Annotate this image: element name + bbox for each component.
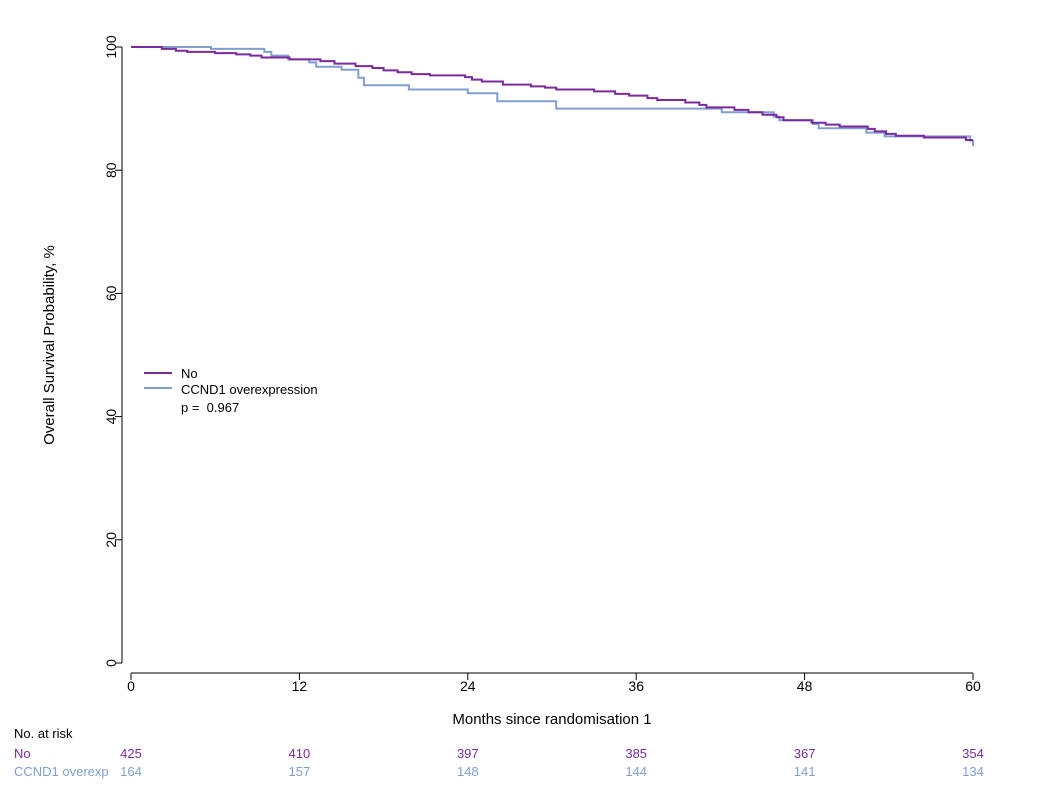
x-tick-label: 36 [628, 678, 644, 694]
curve-ccnd1-overexpression [131, 46, 974, 147]
risk-value-no: 425 [120, 746, 142, 761]
risk-table-title: No. at risk [14, 726, 73, 741]
risk-value-ccnd1: 164 [120, 764, 142, 779]
risk-value-no: 385 [625, 746, 647, 761]
risk-value-no: 397 [457, 746, 479, 761]
risk-value-no: 354 [962, 746, 984, 761]
risk-value-no: 367 [794, 746, 816, 761]
risk-value-ccnd1: 134 [962, 764, 984, 779]
risk-row-label-ccnd1: CCND1 overexp [14, 764, 109, 779]
y-tick-label: 0 [103, 659, 119, 667]
legend-label-ccnd1: CCND1 overexpression [181, 382, 318, 397]
y-tick-label: 80 [103, 162, 119, 178]
y-tick-label: 100 [103, 35, 119, 59]
risk-row-label-no: No [14, 746, 31, 761]
y-tick-label: 20 [103, 532, 119, 548]
risk-table: No. at risk No CCND1 overexp 425 410 397 38… [14, 726, 984, 779]
y-axis-title: Overall Survival Probability, % [41, 245, 58, 445]
x-tick-label: 0 [127, 678, 135, 694]
legend-label-no: No [181, 366, 198, 381]
risk-value-ccnd1: 148 [457, 764, 479, 779]
x-tick-label: 12 [292, 678, 308, 694]
axis-tick-labels: 0 12 24 36 48 60 0 20 40 60 80 100 [103, 35, 981, 694]
survival-curves [131, 46, 974, 147]
risk-value-ccnd1: 157 [289, 764, 311, 779]
y-tick-label: 60 [103, 285, 119, 301]
risk-value-no: 410 [289, 746, 311, 761]
axis-ticks [115, 46, 974, 680]
x-tick-label: 60 [965, 678, 981, 694]
x-tick-label: 24 [460, 678, 476, 694]
risk-value-ccnd1: 141 [794, 764, 816, 779]
risk-value-ccnd1: 144 [625, 764, 647, 779]
y-tick-label: 40 [103, 409, 119, 425]
curve-no [131, 46, 973, 142]
legend: No CCND1 overexpression p = 0.967 [144, 366, 318, 415]
x-axis-title: Months since randomisation 1 [452, 711, 651, 728]
x-tick-label: 48 [797, 678, 813, 694]
risk-values: 425 410 397 385 367 354 164 157 148 144 141 134 [120, 746, 984, 779]
p-value: p = 0.967 [181, 400, 239, 415]
